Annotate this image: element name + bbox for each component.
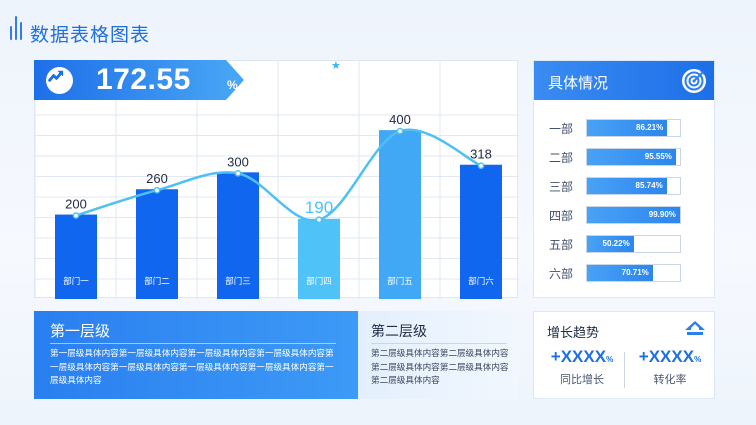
growth-title: 增长趋势 bbox=[547, 326, 600, 341]
dept-row: 一部 86.21% bbox=[534, 118, 714, 138]
level1-body: 第一层级具体内容第一层级具体内容第一层级具体内容第一层级具体内容第一层级具体内容… bbox=[50, 349, 334, 386]
kpi-banner: 172.55 % bbox=[34, 60, 244, 100]
dept-label: 三部 bbox=[549, 180, 574, 194]
dept-row: 六部 70.71% bbox=[534, 263, 714, 283]
trend-line bbox=[75, 128, 482, 222]
progress-fill: 50.22% bbox=[587, 236, 634, 252]
bar bbox=[217, 172, 259, 299]
dept-label: 二部 bbox=[549, 151, 574, 165]
detail-title: 具体情况 bbox=[548, 74, 609, 92]
chart-panel: 200 部门一 260 部门二 300 部门三 190 部门四 400 部门五 318 部门六 bbox=[34, 60, 519, 299]
category-label: 部门一 bbox=[63, 276, 89, 287]
title-decoration bbox=[10, 14, 28, 40]
metric-yoy-label: 同比增长 bbox=[560, 373, 604, 386]
progress-track: 85.74% bbox=[586, 177, 681, 195]
progress-track: 50.22% bbox=[586, 235, 681, 253]
progress-fill: 99.90% bbox=[587, 207, 680, 223]
kpi-unit: % bbox=[227, 78, 238, 92]
bar-value-label: 260 bbox=[146, 171, 168, 186]
level1-divider bbox=[50, 343, 336, 344]
category-label: 部门六 bbox=[468, 276, 494, 287]
progress-percent: 70.71% bbox=[621, 268, 649, 277]
category-label: 部门三 bbox=[225, 276, 251, 287]
bar-value-label: 400 bbox=[389, 112, 411, 127]
dept-row: 五部 50.22% bbox=[534, 234, 714, 254]
progress-track: 70.71% bbox=[586, 264, 681, 282]
category-label: 部门五 bbox=[387, 276, 413, 287]
level2-body: 第二层级具体内容第二层级具体内容第二层级具体内容第二层级具体内容第二层级具体内容 bbox=[371, 349, 509, 386]
trend-point bbox=[477, 162, 485, 170]
bar bbox=[379, 130, 421, 299]
level1-panel: 第一层级 第一层级具体内容第一层级具体内容第一层级具体内容第一层级具体内容第一层… bbox=[34, 311, 358, 399]
detail-header: 具体情况 bbox=[534, 61, 714, 100]
metric-divider bbox=[624, 352, 625, 388]
dept-label: 四部 bbox=[549, 209, 574, 223]
bar-line-chart: 200 部门一 260 部门二 300 部门三 190 部门四 400 部门五 318 部门六 bbox=[35, 61, 519, 299]
bar-value-label: 318 bbox=[470, 147, 492, 162]
kpi-value: 172.55 bbox=[96, 63, 191, 96]
dept-row: 三部 85.74% bbox=[534, 176, 714, 196]
category-label: 部门四 bbox=[306, 276, 332, 287]
progress-fill: 95.55% bbox=[587, 149, 676, 165]
dept-label: 一部 bbox=[549, 122, 574, 136]
bar-value-label: 190 bbox=[305, 198, 333, 217]
level1-title: 第一层级 bbox=[50, 322, 111, 340]
progress-percent: 99.90% bbox=[648, 210, 676, 219]
dept-row: 四部 99.90% bbox=[534, 205, 714, 225]
progress-fill: 85.74% bbox=[587, 178, 667, 194]
bar bbox=[298, 218, 340, 299]
bar bbox=[136, 189, 178, 299]
up-arrow-icon bbox=[685, 321, 705, 335]
trend-point bbox=[72, 212, 80, 219]
trend-point bbox=[234, 169, 242, 177]
level2-divider bbox=[371, 343, 507, 344]
metric-conversion-value: +XXXX% bbox=[638, 347, 702, 366]
level2-panel: 第二层级 第二层级具体内容第二层级具体内容第二层级具体内容第二层级具体内容第二层… bbox=[358, 311, 518, 399]
trend-icon bbox=[46, 67, 73, 94]
dept-label: 六部 bbox=[549, 267, 574, 281]
bar-value-label: 200 bbox=[65, 197, 87, 212]
metric-conversion-label: 转化率 bbox=[653, 373, 687, 386]
kpi-banner-shape bbox=[34, 60, 244, 100]
bar bbox=[460, 164, 502, 299]
category-label: 部门二 bbox=[144, 276, 170, 287]
target-icon bbox=[682, 69, 706, 93]
dept-label: 五部 bbox=[549, 238, 574, 252]
dept-row: 二部 95.55% bbox=[534, 147, 714, 167]
trend-point bbox=[396, 127, 404, 135]
detail-panel: 具体情况 一部 86.21% 二部 95.55% 三部 85.74% 四部 99.90% 五部 5… bbox=[533, 60, 715, 298]
level2-title: 第二层级 bbox=[371, 324, 427, 340]
star-icon: ★ bbox=[331, 60, 341, 72]
bar-value-label: 300 bbox=[227, 154, 249, 169]
trend-point bbox=[315, 216, 323, 224]
bar bbox=[55, 214, 97, 299]
progress-percent: 86.21% bbox=[636, 123, 664, 132]
progress-percent: 85.74% bbox=[635, 181, 663, 190]
metric-yoy-value: +XXXX% bbox=[550, 347, 614, 366]
growth-panel: 增长趋势 +XXXX% 同比增长 +XXXX% 转化率 bbox=[533, 311, 715, 399]
progress-fill: 70.71% bbox=[587, 265, 653, 281]
progress-percent: 50.22% bbox=[602, 239, 630, 248]
metric-yoy: +XXXX% 同比增长 bbox=[542, 347, 622, 387]
trend-point bbox=[153, 186, 161, 194]
progress-percent: 95.55% bbox=[644, 152, 672, 161]
progress-track: 86.21% bbox=[586, 119, 681, 137]
page-title: 数据表格图表 bbox=[30, 24, 151, 46]
progress-track: 99.90% bbox=[586, 206, 681, 224]
progress-fill: 86.21% bbox=[587, 120, 668, 136]
metric-conversion: +XXXX% 转化率 bbox=[630, 347, 710, 387]
progress-track: 95.55% bbox=[586, 148, 681, 166]
